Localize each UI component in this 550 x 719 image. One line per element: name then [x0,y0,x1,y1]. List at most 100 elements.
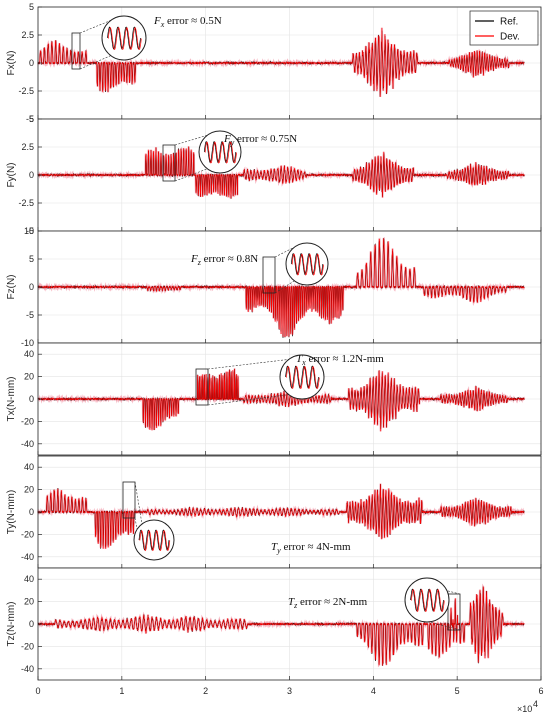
zoom-ref-line [285,365,319,389]
x-tick-label: 3 [287,686,292,696]
panel-fxn: -5 -2.5 0 2.5 5 Fx(N) Fx error ≈ 0.5N Ref. Dev. [6,2,542,124]
annotation-symbol: T [288,596,295,608]
legend-box [469,10,539,46]
zoom-dev-line [107,27,142,51]
y-axis-label: Tz(N-mm) [6,602,17,647]
zoom-dev-line [204,141,237,164]
y-tick-label: 2.5 [21,30,34,40]
annotation-subscript: y [230,138,235,147]
y-axis-label: Fz(N) [6,275,17,300]
zoom-box [195,368,209,406]
series-dev-line [37,146,525,199]
panel-fyn: -5 -2.5 0 2.5 5 Fy(N) Fy error ≈ 0.75N [6,114,542,236]
x-tick-label: 6 [538,686,543,696]
legend-label: Dev. [500,32,520,43]
y-axis-label: Ty(N-mm) [6,490,17,534]
y-tick-label: 40 [24,574,34,584]
error-annotation: Fz error ≈ 0.8N [190,253,258,267]
series-dev-line [37,27,525,98]
y-tick-label: 20 [24,372,34,382]
x-tick-label: 4 [371,686,376,696]
y-tick-label: -40 [21,664,34,674]
y-tick-label: 0 [29,58,34,68]
series-dev-line [37,586,525,666]
y-tick-label: -5 [26,310,34,320]
y-tick-label: -10 [21,338,34,348]
error-annotation: Ty error ≈ 4N-mm [271,541,351,555]
x-tick-label: 1 [119,686,124,696]
error-annotation: Fy error ≈ 0.75N [223,133,297,147]
y-axis-label: Fx(N) [6,51,17,76]
x-tick-label: 5 [455,686,460,696]
y-tick-label: 2.5 [21,142,34,152]
zoom-dev-line [285,366,320,390]
y-tick-label: 0 [29,394,34,404]
panel-tznmm: -40 -20 0 20 40 Tz(N-mm) Tz error ≈ 2N-mm [6,567,542,681]
y-tick-label: -20 [21,641,34,651]
annotation-text: error ≈ 0.75N [234,133,297,145]
y-tick-label: 40 [24,462,34,472]
annotation-symbol: F [190,253,198,265]
y-tick-label: 0 [29,507,34,517]
annotation-subscript: x [160,20,165,29]
y-tick-label: -20 [21,529,34,539]
y-tick-label: 20 [24,597,34,607]
zoom-connector [174,168,208,182]
annotation-symbol: T [271,541,278,553]
annotation-symbol: F [223,133,231,145]
annotation-symbol: T [296,353,303,365]
y-tick-label: 5 [29,2,34,12]
error-annotation: Tx error ≈ 1.2N-mm [296,353,384,367]
y-tick-label: 0 [29,170,34,180]
annotation-text: error ≈ 2N-mm [297,596,367,608]
error-annotation: Tz error ≈ 2N-mm [288,596,368,610]
zoom-box [262,256,276,294]
zoom-connector [207,394,289,406]
zoom-box [447,593,461,631]
legend: Ref. Dev. [469,10,539,46]
zoom-connector [274,280,295,294]
x-tick-label: 0 [35,686,40,696]
y-tick-label: -20 [21,416,34,426]
annotation-text: error ≈ 0.8N [201,253,258,265]
y-tick-label: -40 [21,552,34,562]
annotation-subscript: x [301,358,306,367]
zoom-box [162,144,176,182]
zoom-connector [174,134,208,146]
zoom-dev-line [291,253,324,276]
zoom-box [71,32,81,70]
y-axis-label: Fy(N) [6,163,17,188]
y-tick-label: 5 [29,254,34,264]
zoom-dev-line [139,530,171,552]
zoom-connector [134,481,143,525]
y-tick-label: -5 [26,226,34,236]
zoom-box [122,481,136,519]
legend-label: Ref. [500,17,518,28]
y-axis-label: Tx(N-mm) [6,377,17,422]
y-tick-label: 0 [29,619,34,629]
panel-txnmm: -40 -20 0 20 40 Tx(N-mm) Tx error ≈ 1.2N-mm [6,342,542,456]
annotation-subscript: y [276,546,281,555]
y-tick-label: 10 [24,226,34,236]
series-dev-line [37,483,525,549]
panel-fzn: -10 -5 0 5 10 Fz(N) Fz error ≈ 0.8N [6,226,542,348]
y-tick-label: 40 [24,349,34,359]
zoom-ref-line [107,26,141,50]
y-tick-label: 20 [24,485,34,495]
y-tick-label: -2.5 [18,198,34,208]
x-tick-label: 2 [203,686,208,696]
zoom-connector [207,359,289,370]
series-dev-line [37,238,525,338]
annotation-subscript: z [293,601,298,610]
y-tick-label: -5 [26,114,34,124]
error-annotation: Fx error ≈ 0.5N [153,15,222,29]
y-tick-label: -40 [21,439,34,449]
y-tick-label: 5 [29,114,34,124]
annotation-text: error ≈ 4N-mm [281,541,351,553]
y-tick-label: -2.5 [18,86,34,96]
panel-tynmm: -40 -20 0 20 40 Ty(N-mm) Ty error ≈ 4N-mm [6,455,542,569]
zoom-ref-line [410,588,444,612]
y-tick-label: 0 [29,282,34,292]
annotation-symbol: F [153,15,161,27]
